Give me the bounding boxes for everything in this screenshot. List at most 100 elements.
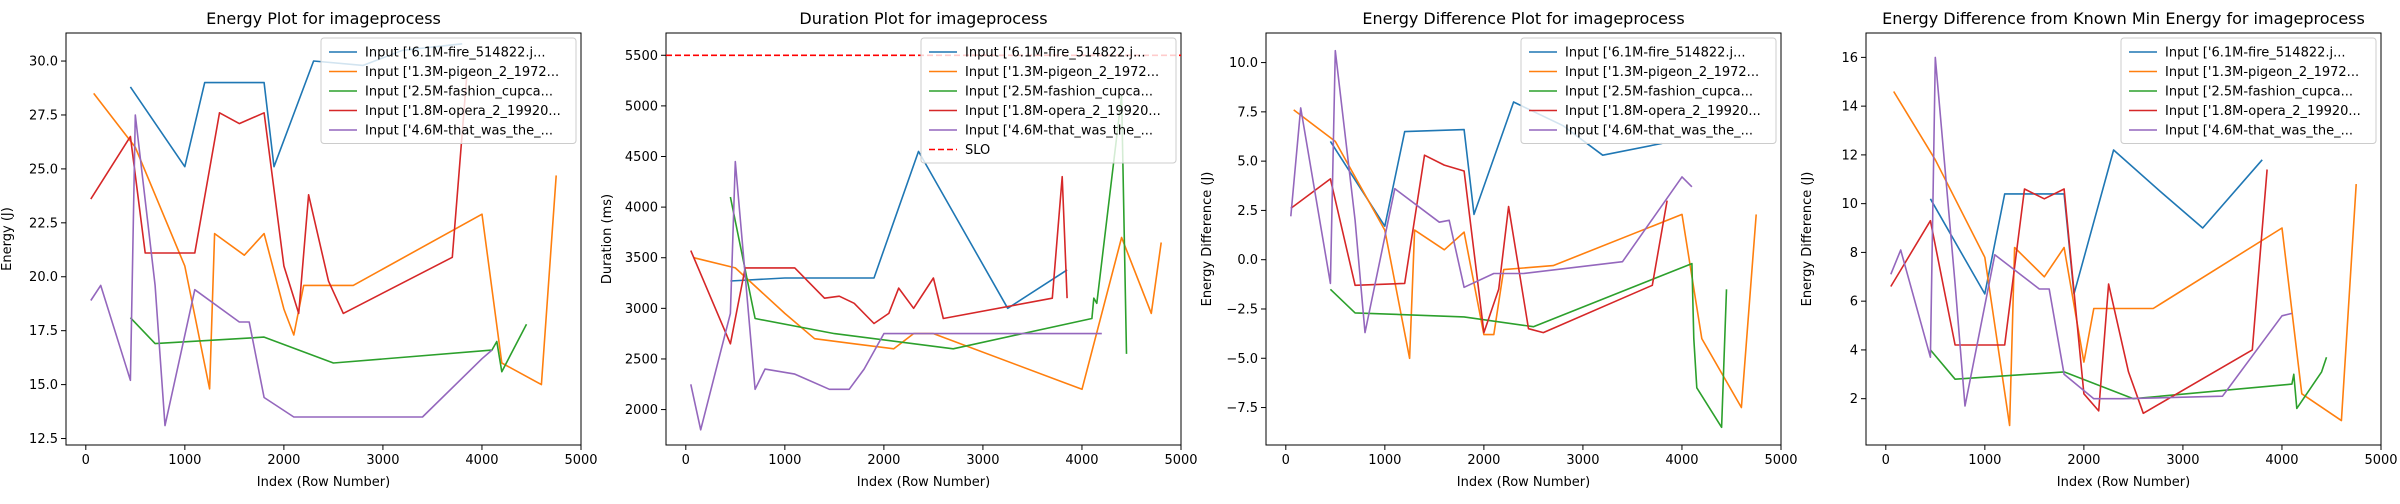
chart-title: Duration Plot for imageprocess [799,9,1047,28]
x-tick-label: 3000 [366,453,399,468]
chart-2: 0 1000 2000 3000 4000 5000 2000 2500 3000 3500 400… [600,9,1198,490]
legend-label: Input ['1.3M-pigeon_2_1972... [365,65,559,80]
y-tick-label: 16 [1841,51,1858,66]
y-tick-label: 22.5 [29,216,58,231]
legend-label: Input ['2.5M-fashion_cupca... [965,85,1153,100]
y-axis-label: Energy (J) [0,207,15,271]
x-tick-label: 5000 [2364,453,2397,468]
y-tick-label: 20.0 [29,270,58,285]
legend-label: Input ['1.3M-pigeon_2_1972... [2165,65,2359,80]
x-tick-label: 0 [1282,453,1290,468]
y-tick-label: 0.0 [1237,253,1258,268]
y-tick-label: 2500 [625,352,658,367]
series-line-2 [1293,109,1757,409]
x-tick-label: 1000 [168,453,201,468]
y-tick-label: 4500 [625,150,658,165]
chart-title: Energy Difference from Known Min Energy … [1882,9,2365,28]
series-line-4 [90,71,468,315]
legend-label: SLO [965,143,990,158]
x-tick-label: 4000 [2265,453,2298,468]
x-tick-label: 1000 [1968,453,2001,468]
chart-1: 0 1000 2000 3000 4000 5000 12.5 15.0 17.5 20.0 22.… [0,9,598,490]
legend-label: Input ['6.1M-fire_514822.j... [2165,46,2346,61]
y-tick-label: −7.5 [1226,401,1258,416]
legend-label: Input ['2.5M-fashion_cupca... [365,85,553,100]
y-tick-label: 14 [1841,100,1858,115]
x-tick-label: 5000 [1764,453,1797,468]
y-tick-label: 4 [1850,343,1858,358]
chart-3: 0 1000 2000 3000 4000 5000 −7.5 −5.0 −2.5 0.0 2.5 5… [1200,9,1798,490]
y-tick-label: 25.0 [29,162,58,177]
series-line-3 [1329,262,1728,429]
chart-title: Energy Plot for imageprocess [206,9,441,28]
y-tick-label: 4000 [625,201,658,216]
legend-box [920,37,1177,164]
legend-label: Input ['6.1M-fire_514822.j... [1565,46,1746,61]
x-axis-label: Index (Row Number) [2057,475,2190,490]
x-tick-label: 1000 [1368,453,1401,468]
x-tick-label: 3000 [966,453,999,468]
series-line-2 [1893,91,2357,427]
plot-frame [1265,32,1782,446]
y-tick-label: −5.0 [1226,352,1258,367]
y-tick-label: 2000 [625,403,658,418]
y-tick-label: 6 [1850,295,1858,310]
legend-label: Input ['6.1M-fire_514822.j... [965,46,1146,61]
y-tick-label: 2 [1850,392,1858,407]
y-tick-label: 7.5 [1237,105,1258,120]
legend-box [320,37,577,144]
x-tick-label: 3000 [1566,453,1599,468]
x-tick-label: 4000 [1065,453,1098,468]
series-line-1 [730,150,1068,310]
legend-label: Input ['1.3M-pigeon_2_1972... [965,65,1159,80]
x-tick-label: 5000 [1164,453,1197,468]
x-axis-label: Index (Row Number) [257,475,390,490]
x-axis-label: Index (Row Number) [857,475,990,490]
y-tick-label: 2.5 [1237,204,1258,219]
x-axis-label: Index (Row Number) [1457,475,1590,490]
y-tick-label: 27.5 [29,108,58,123]
legend: Input ['6.1M-fire_514822.j... Input ['1.3… [1520,37,1777,144]
legend-label: Input ['1.3M-pigeon_2_1972... [1565,65,1759,80]
chart-4: 0 1000 2000 3000 4000 5000 2 4 6 8 10 12 14 16 Energy … [1800,9,2398,490]
y-tick-label: 3000 [625,302,658,317]
x-tick-label: 4000 [465,453,498,468]
y-tick-label: 12.5 [29,432,58,447]
legend-label: Input ['4.6M-that_was_the_... [2165,124,2353,139]
series-line-3 [729,95,1128,354]
legend-label: Input ['1.8M-opera_2_19920... [365,104,561,119]
legend-label: Input ['1.8M-opera_2_19920... [1565,104,1761,119]
series-line-4 [690,175,1068,345]
x-tick-label: 0 [682,453,690,468]
y-tick-label: 12 [1841,148,1858,163]
y-tick-label: 10 [1841,197,1858,212]
legend-label: Input ['4.6M-that_was_the_... [1565,124,1753,139]
x-tick-label: 0 [1882,453,1890,468]
plot-frame [665,32,1182,446]
legend-label: Input ['2.5M-fashion_cupca... [2165,85,2353,100]
plot-frame [1865,32,2382,446]
plot-frame [65,32,582,446]
series-line-2 [93,92,557,390]
series-line-5 [690,160,1102,431]
x-tick-label: 2000 [1467,453,1500,468]
series-line-5 [90,114,493,427]
legend-label: Input ['4.6M-that_was_the_... [965,124,1153,139]
y-tick-label: 3500 [625,251,658,266]
x-tick-label: 1000 [768,453,801,468]
y-tick-label: 15.0 [29,378,58,393]
y-axis-label: Duration (ms) [600,194,615,284]
legend-label: Input ['4.6M-that_was_the_... [365,124,553,139]
series-line-3 [1929,349,2328,410]
y-tick-label: 10.0 [1229,56,1258,71]
y-tick-label: 17.5 [29,324,58,339]
y-axis-label: Energy Difference (J) [1800,172,1815,307]
x-tick-label: 2000 [267,453,300,468]
legend-label: Input ['6.1M-fire_514822.j... [365,46,546,61]
legend-label: Input ['1.8M-opera_2_19920... [2165,104,2361,119]
series-line-4 [1890,169,2268,415]
legend-box [2120,37,2377,144]
y-tick-label: 8 [1850,246,1858,261]
x-tick-label: 5000 [564,453,597,468]
